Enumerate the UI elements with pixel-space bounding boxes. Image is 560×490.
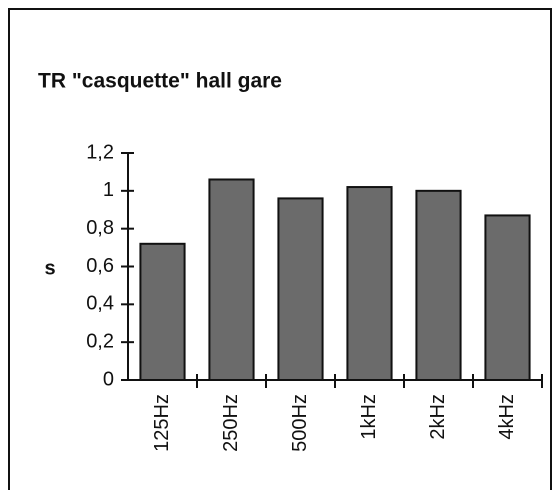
bar xyxy=(346,186,393,381)
bar xyxy=(415,189,462,381)
y-tick-label: 1 xyxy=(103,179,114,201)
y-tick-label: 1,2 xyxy=(86,141,114,163)
y-tick-label: 0,4 xyxy=(86,293,114,315)
y-tick-label: 0 xyxy=(103,368,114,390)
bar xyxy=(484,214,531,381)
x-tick-label: 1kHz xyxy=(358,394,380,440)
y-tick-label: 0,6 xyxy=(86,255,114,277)
x-tick-label: 500Hz xyxy=(289,394,311,452)
bar xyxy=(139,242,186,381)
x-tick-label: 2kHz xyxy=(427,394,449,440)
x-tick-label: 4kHz xyxy=(496,394,518,440)
x-tick-label: 250Hz xyxy=(220,394,242,452)
y-tick-label: 0,8 xyxy=(86,217,114,239)
bar xyxy=(277,197,324,381)
y-tick-label: 0,2 xyxy=(86,330,114,352)
bar xyxy=(208,178,255,381)
y-axis-label: s xyxy=(44,257,55,279)
chart-border xyxy=(8,8,552,490)
chart-title: TR "casquette" hall gare xyxy=(38,70,282,93)
x-tick-label: 125Hz xyxy=(151,394,173,452)
